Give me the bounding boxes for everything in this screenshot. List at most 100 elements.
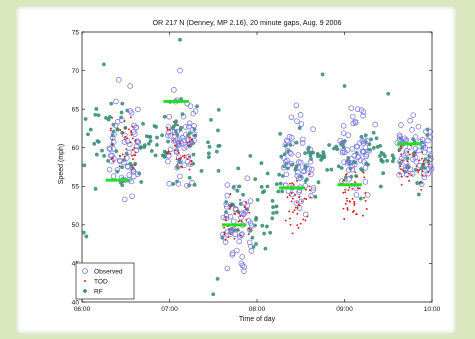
- observed-point: [396, 132, 403, 138]
- tod-point: [408, 179, 411, 182]
- tod-point: [247, 233, 250, 236]
- rf-point: [119, 110, 124, 115]
- rf-point: [263, 246, 268, 251]
- observed-point: [124, 155, 130, 161]
- tod-point: [229, 205, 232, 208]
- rf-point: [101, 62, 106, 67]
- observed-point: [114, 119, 121, 125]
- tod-point: [347, 189, 350, 191]
- tod-point: [133, 147, 136, 150]
- observed-point: [299, 136, 306, 143]
- observed-point: [349, 163, 355, 169]
- tod-point: [131, 158, 134, 161]
- tod-point: [410, 174, 413, 176]
- tod-point: [351, 197, 354, 200]
- tod-point: [417, 171, 420, 173]
- tod-point: [230, 204, 233, 207]
- observed-point: [416, 147, 422, 154]
- rf-point: [390, 159, 395, 164]
- rf-point: [241, 192, 245, 197]
- rf-point: [260, 223, 265, 228]
- rf-point: [82, 163, 87, 168]
- tod-point: [239, 215, 242, 218]
- tod-point: [300, 200, 303, 203]
- tod-point: [177, 124, 180, 127]
- rf-point: [297, 126, 302, 130]
- observed-point: [166, 180, 173, 187]
- tod-point: [398, 172, 401, 175]
- observed-point: [349, 113, 356, 120]
- x-axis-label: Time of day: [239, 316, 276, 323]
- rf-point: [94, 152, 99, 157]
- tod-point: [188, 155, 191, 158]
- tod-point: [362, 214, 364, 217]
- tod-point: [186, 141, 189, 144]
- observed-point: [106, 166, 113, 173]
- tod-point: [123, 120, 126, 122]
- rf-point: [147, 134, 152, 139]
- rf-point: [385, 158, 390, 163]
- tod-point: [422, 160, 425, 163]
- observed-point: [350, 120, 357, 127]
- rf-point: [316, 180, 321, 185]
- observed-point: [113, 98, 119, 105]
- observed-point: [171, 87, 177, 93]
- tod-point: [190, 159, 193, 162]
- rf-point: [271, 205, 275, 210]
- observed-point: [307, 158, 314, 165]
- tod-point: [296, 179, 298, 182]
- rf-point: [195, 104, 199, 109]
- rf-point: [206, 151, 211, 156]
- rf-point: [381, 171, 386, 176]
- observed-point: [421, 174, 428, 181]
- rf-point: [415, 181, 420, 185]
- tod-point: [131, 154, 133, 157]
- rf-point: [93, 187, 98, 191]
- observed-point: [353, 192, 360, 198]
- rf-point: [308, 153, 313, 158]
- observed-point: [121, 132, 128, 139]
- rf-point: [379, 150, 384, 155]
- rf-point: [92, 141, 97, 146]
- tod-point: [356, 175, 359, 178]
- y-tick-label: 55: [72, 184, 80, 191]
- rf-point: [235, 188, 240, 193]
- observed-point: [403, 150, 409, 157]
- tod-point: [412, 155, 415, 158]
- observed-point: [402, 166, 408, 173]
- rf-point: [141, 121, 145, 126]
- observed-point: [110, 173, 117, 180]
- tod-point: [229, 233, 232, 236]
- rf-point: [86, 132, 90, 137]
- tod-point: [397, 150, 400, 153]
- observed-point: [232, 184, 238, 191]
- tod-point: [132, 167, 135, 169]
- observed-point: [166, 113, 173, 120]
- rf-point: [303, 164, 308, 169]
- observed-point: [111, 131, 117, 138]
- rf-point: [216, 168, 221, 173]
- rf-point: [274, 182, 279, 187]
- tod-point: [186, 158, 189, 161]
- observed-point: [337, 137, 344, 144]
- observed-point: [167, 146, 174, 153]
- rf-point: [83, 117, 88, 121]
- rf-point: [379, 157, 384, 162]
- rf-point: [366, 162, 370, 167]
- y-tick-label: 65: [72, 106, 80, 113]
- tod-point: [309, 196, 312, 199]
- tod-point: [351, 211, 354, 213]
- rf-point: [162, 114, 167, 119]
- tod-point: [291, 197, 294, 200]
- observed-point: [427, 134, 434, 141]
- tod-point: [288, 194, 291, 197]
- tod-point: [119, 129, 122, 131]
- observed-point: [177, 173, 183, 180]
- tod-point: [248, 211, 251, 214]
- observed-point: [183, 131, 189, 138]
- tod-point: [345, 197, 348, 200]
- rf-point: [253, 177, 258, 182]
- observed-point: [165, 132, 171, 139]
- observed-point: [364, 192, 371, 198]
- tod-point: [427, 171, 430, 174]
